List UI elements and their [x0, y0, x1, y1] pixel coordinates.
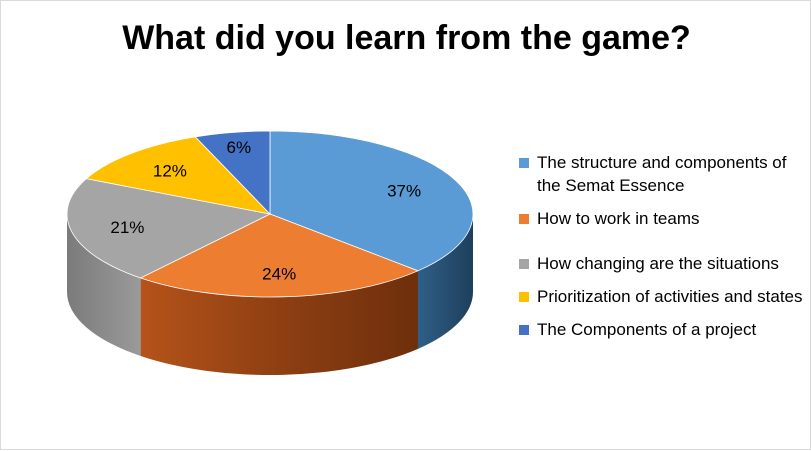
legend-item-1: How to work in teams [517, 207, 807, 230]
data-label-0: 37% [387, 181, 421, 200]
legend-label-4: The Components of a project [537, 320, 757, 339]
legend-swatch-1 [519, 214, 529, 224]
legend-swatch-2 [519, 259, 529, 269]
legend-swatch-4 [519, 325, 529, 335]
pie-slice-4 [194, 130, 271, 215]
slice-side-1 [140, 270, 418, 376]
legend-item-4: The Components of a project [517, 318, 807, 341]
data-label-2: 21% [110, 218, 144, 237]
legend-item-3: Prioritization of activities and states [517, 285, 807, 308]
legend-swatch-3 [519, 292, 529, 302]
legend-item-0: The structure and components of the Sema… [517, 151, 807, 197]
slice-side-0 [417, 214, 473, 349]
legend-label-2: How changing are the situations [537, 254, 779, 273]
data-label-4: 6% [227, 138, 252, 157]
pie-slice-1 [139, 213, 420, 298]
pie-slice-2 [66, 178, 272, 279]
pie-slice-0 [269, 130, 474, 272]
chart-title: What did you learn from the game? [122, 19, 691, 57]
pie-slice-3 [85, 136, 272, 215]
legend-label-3: Prioritization of activities and states [537, 287, 803, 306]
legend-label-0: The structure and components of the Sema… [537, 153, 787, 195]
data-label-3: 12% [153, 161, 187, 180]
legend: The structure and components of the Sema… [517, 151, 807, 351]
slice-side-2 [67, 214, 141, 356]
legend-swatch-0 [519, 158, 529, 168]
legend-label-1: How to work in teams [537, 209, 700, 228]
legend-item-2: How changing are the situations [517, 252, 807, 275]
data-label-1: 24% [262, 265, 296, 284]
